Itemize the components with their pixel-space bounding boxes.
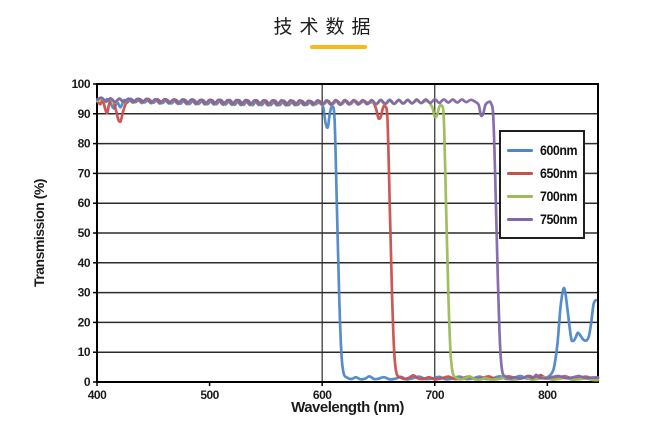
legend-item-750nm: 750nm	[507, 208, 578, 231]
legend-label: 700nm	[540, 189, 578, 204]
x-axis-label: Wavelength (nm)	[291, 399, 404, 416]
y-tick-label-80: 80	[78, 137, 91, 151]
legend-swatch-600nm	[507, 148, 533, 153]
legend: 600nm 650nm 700nm 750nm	[499, 130, 585, 239]
legend-swatch-650nm	[507, 171, 533, 176]
page-title: 技术数据	[273, 17, 378, 38]
y-tick-label-60: 60	[78, 196, 91, 210]
y-tick-label-100: 100	[71, 77, 90, 91]
x-tick-label-500: 500	[200, 388, 219, 402]
legend-label: 750nm	[540, 212, 578, 227]
legend-swatch-750nm	[507, 217, 533, 222]
legend-label: 650nm	[540, 166, 578, 181]
legend-label: 600nm	[540, 143, 578, 158]
y-tick-label-10: 10	[78, 345, 91, 359]
y-tick-label-20: 20	[78, 315, 91, 329]
x-tick-label-600: 600	[313, 388, 332, 402]
x-tick-label-700: 700	[425, 388, 444, 402]
legend-item-600nm: 600nm	[507, 139, 578, 162]
series-line-750nm	[96, 96, 600, 381]
title-underline	[310, 45, 367, 49]
y-tick-label-50: 50	[78, 226, 91, 240]
x-tick-label-400: 400	[88, 388, 107, 402]
y-tick-label-90: 90	[78, 107, 91, 121]
x-tick-label-800: 800	[538, 388, 557, 402]
legend-item-700nm: 700nm	[507, 185, 578, 208]
y-axis-label: Transmission (%)	[31, 179, 47, 287]
y-tick-label-30: 30	[78, 286, 91, 300]
legend-item-650nm: 650nm	[507, 162, 578, 185]
curves-group	[96, 96, 600, 382]
y-tick-label-70: 70	[78, 166, 91, 180]
legend-swatch-700nm	[507, 194, 533, 199]
y-tick-label-40: 40	[78, 256, 91, 270]
y-tick-label-0: 0	[84, 375, 91, 389]
